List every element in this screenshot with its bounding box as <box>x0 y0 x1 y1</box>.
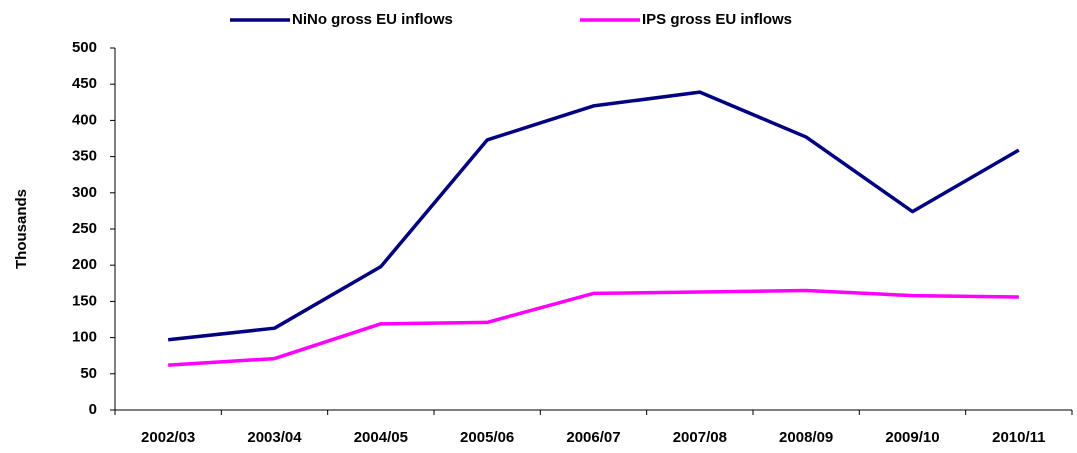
y-tick-label: 400 <box>72 111 97 128</box>
x-tick-label: 2005/06 <box>460 429 514 446</box>
x-tick-label: 2009/10 <box>885 429 939 446</box>
y-tick-label: 350 <box>72 148 97 165</box>
y-tick-label: 500 <box>72 39 97 56</box>
y-tick-label: 100 <box>72 329 97 346</box>
y-tick-label: 450 <box>72 75 97 92</box>
y-tick-label: 200 <box>72 256 97 273</box>
x-tick-label: 2008/09 <box>779 429 833 446</box>
series-line <box>167 90 1020 342</box>
y-tick-label: 250 <box>72 220 97 237</box>
x-tick-label: 2002/03 <box>141 429 195 446</box>
y-tick-label: 0 <box>89 401 97 418</box>
x-tick-label: 2006/07 <box>566 429 620 446</box>
y-tick-label: 50 <box>80 365 97 382</box>
y-axis-label: Thousands <box>13 189 30 269</box>
x-tick-label: 2007/08 <box>673 429 727 446</box>
series-line <box>168 288 1019 367</box>
x-tick-label: 2004/05 <box>354 429 408 446</box>
y-tick-label: 300 <box>72 184 97 201</box>
y-tick-label: 150 <box>72 292 97 309</box>
x-tick-label: 2003/04 <box>247 429 302 446</box>
legend-label: NiNo gross EU inflows <box>292 11 453 28</box>
x-tick-label: 2010/11 <box>992 429 1045 446</box>
legend-label: IPS gross EU inflows <box>642 11 792 28</box>
